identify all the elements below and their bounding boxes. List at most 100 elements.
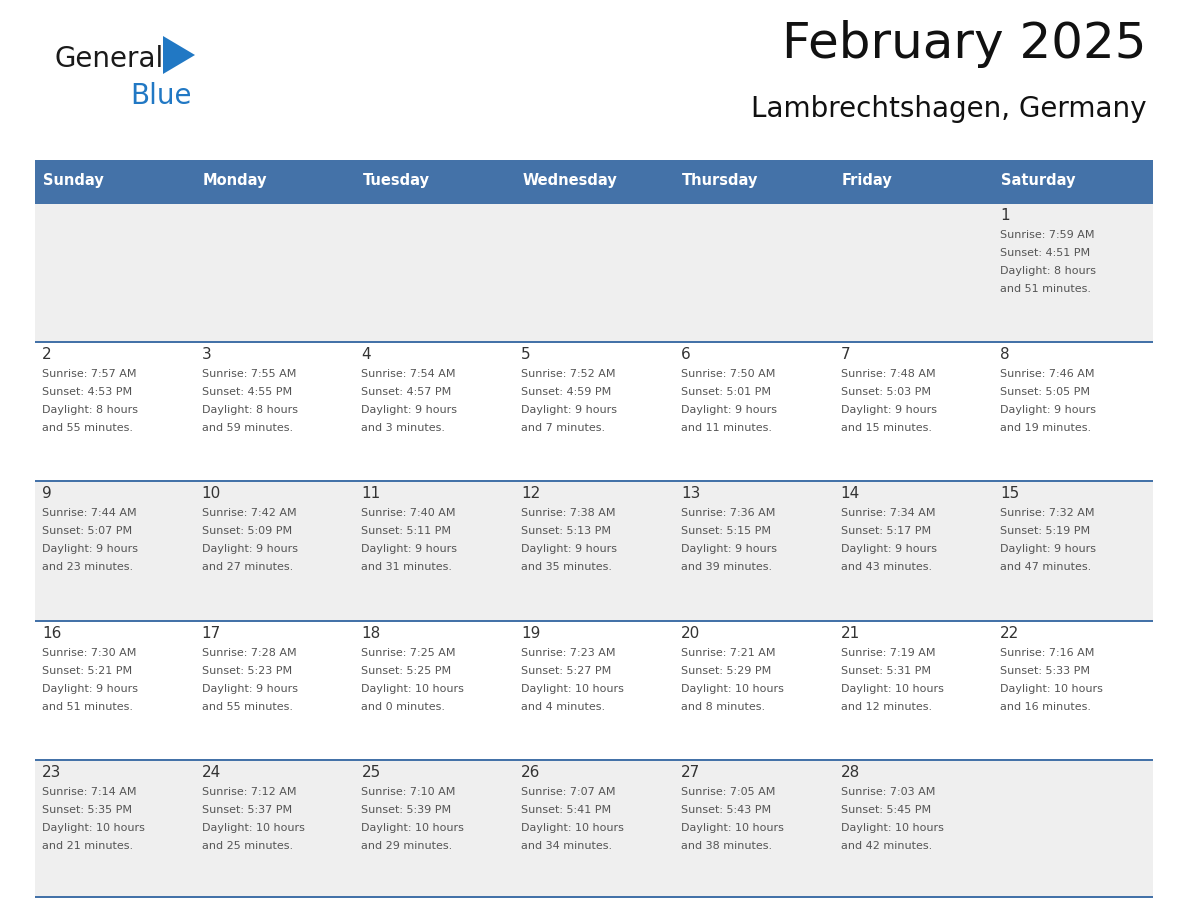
Text: Daylight: 9 hours: Daylight: 9 hours xyxy=(522,405,617,415)
Text: Daylight: 10 hours: Daylight: 10 hours xyxy=(361,684,465,694)
Text: Sunset: 5:23 PM: Sunset: 5:23 PM xyxy=(202,666,292,676)
Text: Daylight: 10 hours: Daylight: 10 hours xyxy=(202,823,304,833)
Text: 24: 24 xyxy=(202,765,221,779)
Text: and 38 minutes.: and 38 minutes. xyxy=(681,841,772,851)
Text: Daylight: 10 hours: Daylight: 10 hours xyxy=(42,823,145,833)
Text: Sunset: 5:25 PM: Sunset: 5:25 PM xyxy=(361,666,451,676)
Text: Sunset: 4:57 PM: Sunset: 4:57 PM xyxy=(361,387,451,397)
Text: 4: 4 xyxy=(361,347,371,363)
Text: Sunrise: 7:38 AM: Sunrise: 7:38 AM xyxy=(522,509,615,519)
Text: Monday: Monday xyxy=(203,174,267,188)
Text: Sunset: 4:53 PM: Sunset: 4:53 PM xyxy=(42,387,132,397)
Text: Sunday: Sunday xyxy=(43,174,103,188)
Text: Sunrise: 7:10 AM: Sunrise: 7:10 AM xyxy=(361,787,456,797)
Text: Sunset: 5:39 PM: Sunset: 5:39 PM xyxy=(361,805,451,815)
Text: and 55 minutes.: and 55 minutes. xyxy=(42,423,133,433)
Text: Sunset: 5:05 PM: Sunset: 5:05 PM xyxy=(1000,387,1091,397)
Text: 9: 9 xyxy=(42,487,52,501)
Text: Sunrise: 7:16 AM: Sunrise: 7:16 AM xyxy=(1000,647,1094,657)
Text: and 34 minutes.: and 34 minutes. xyxy=(522,841,612,851)
Text: General: General xyxy=(55,45,164,73)
Text: Sunset: 5:37 PM: Sunset: 5:37 PM xyxy=(202,805,292,815)
Text: Wednesday: Wednesday xyxy=(523,174,617,188)
Text: Saturday: Saturday xyxy=(1001,174,1076,188)
Text: Sunrise: 7:48 AM: Sunrise: 7:48 AM xyxy=(841,369,935,379)
Text: Sunrise: 7:23 AM: Sunrise: 7:23 AM xyxy=(522,647,615,657)
Text: 25: 25 xyxy=(361,765,380,779)
Text: Sunrise: 7:36 AM: Sunrise: 7:36 AM xyxy=(681,509,776,519)
Text: and 16 minutes.: and 16 minutes. xyxy=(1000,701,1092,711)
Text: Sunset: 5:03 PM: Sunset: 5:03 PM xyxy=(841,387,930,397)
Text: Daylight: 8 hours: Daylight: 8 hours xyxy=(42,405,138,415)
Text: 10: 10 xyxy=(202,487,221,501)
Text: and 0 minutes.: and 0 minutes. xyxy=(361,701,446,711)
Text: Sunset: 5:29 PM: Sunset: 5:29 PM xyxy=(681,666,771,676)
Text: Sunset: 4:55 PM: Sunset: 4:55 PM xyxy=(202,387,292,397)
Text: and 35 minutes.: and 35 minutes. xyxy=(522,563,612,573)
Text: 27: 27 xyxy=(681,765,700,779)
Text: Sunset: 4:51 PM: Sunset: 4:51 PM xyxy=(1000,248,1091,258)
Text: Daylight: 9 hours: Daylight: 9 hours xyxy=(202,684,298,694)
Text: 17: 17 xyxy=(202,625,221,641)
Text: Daylight: 9 hours: Daylight: 9 hours xyxy=(1000,544,1097,554)
Text: Daylight: 10 hours: Daylight: 10 hours xyxy=(361,823,465,833)
Text: and 21 minutes.: and 21 minutes. xyxy=(42,841,133,851)
Text: Sunrise: 7:46 AM: Sunrise: 7:46 AM xyxy=(1000,369,1095,379)
Text: Lambrechtshagen, Germany: Lambrechtshagen, Germany xyxy=(751,95,1146,123)
Text: Daylight: 10 hours: Daylight: 10 hours xyxy=(681,823,784,833)
Text: 5: 5 xyxy=(522,347,531,363)
Text: Sunrise: 7:19 AM: Sunrise: 7:19 AM xyxy=(841,647,935,657)
Text: Sunset: 5:17 PM: Sunset: 5:17 PM xyxy=(841,526,930,536)
Text: Daylight: 9 hours: Daylight: 9 hours xyxy=(361,405,457,415)
Text: 11: 11 xyxy=(361,487,380,501)
Text: Daylight: 10 hours: Daylight: 10 hours xyxy=(1000,684,1104,694)
Text: Sunset: 5:41 PM: Sunset: 5:41 PM xyxy=(522,805,612,815)
Text: Blue: Blue xyxy=(129,82,191,110)
Text: Sunrise: 7:07 AM: Sunrise: 7:07 AM xyxy=(522,787,615,797)
Text: Sunset: 5:43 PM: Sunset: 5:43 PM xyxy=(681,805,771,815)
Text: Sunrise: 7:21 AM: Sunrise: 7:21 AM xyxy=(681,647,776,657)
Text: Sunrise: 7:54 AM: Sunrise: 7:54 AM xyxy=(361,369,456,379)
Text: 28: 28 xyxy=(841,765,860,779)
Text: Daylight: 8 hours: Daylight: 8 hours xyxy=(202,405,298,415)
Text: 21: 21 xyxy=(841,625,860,641)
Text: and 59 minutes.: and 59 minutes. xyxy=(202,423,292,433)
Text: Thursday: Thursday xyxy=(682,174,758,188)
Text: 12: 12 xyxy=(522,487,541,501)
Text: Sunset: 5:11 PM: Sunset: 5:11 PM xyxy=(361,526,451,536)
Text: and 51 minutes.: and 51 minutes. xyxy=(1000,284,1092,294)
Text: Daylight: 10 hours: Daylight: 10 hours xyxy=(522,823,624,833)
Text: Daylight: 10 hours: Daylight: 10 hours xyxy=(522,684,624,694)
Text: Sunset: 5:19 PM: Sunset: 5:19 PM xyxy=(1000,526,1091,536)
Text: and 23 minutes.: and 23 minutes. xyxy=(42,563,133,573)
Text: Daylight: 9 hours: Daylight: 9 hours xyxy=(1000,405,1097,415)
Text: 23: 23 xyxy=(42,765,62,779)
Text: Sunrise: 7:25 AM: Sunrise: 7:25 AM xyxy=(361,647,456,657)
Text: Tuesday: Tuesday xyxy=(362,174,429,188)
Text: Sunrise: 7:28 AM: Sunrise: 7:28 AM xyxy=(202,647,296,657)
Text: Sunrise: 7:34 AM: Sunrise: 7:34 AM xyxy=(841,509,935,519)
Text: and 27 minutes.: and 27 minutes. xyxy=(202,563,293,573)
Text: Sunrise: 7:40 AM: Sunrise: 7:40 AM xyxy=(361,509,456,519)
Text: Daylight: 9 hours: Daylight: 9 hours xyxy=(42,544,138,554)
Text: and 4 minutes.: and 4 minutes. xyxy=(522,701,605,711)
Text: 19: 19 xyxy=(522,625,541,641)
Text: Daylight: 9 hours: Daylight: 9 hours xyxy=(841,544,936,554)
Text: Sunset: 5:21 PM: Sunset: 5:21 PM xyxy=(42,666,132,676)
Text: Sunset: 5:33 PM: Sunset: 5:33 PM xyxy=(1000,666,1091,676)
Text: and 7 minutes.: and 7 minutes. xyxy=(522,423,605,433)
Text: Sunrise: 7:14 AM: Sunrise: 7:14 AM xyxy=(42,787,137,797)
Text: 8: 8 xyxy=(1000,347,1010,363)
Text: 26: 26 xyxy=(522,765,541,779)
Text: and 8 minutes.: and 8 minutes. xyxy=(681,701,765,711)
Text: 20: 20 xyxy=(681,625,700,641)
Text: and 43 minutes.: and 43 minutes. xyxy=(841,563,931,573)
Text: Daylight: 9 hours: Daylight: 9 hours xyxy=(681,544,777,554)
Text: February 2025: February 2025 xyxy=(782,20,1146,68)
Text: 2: 2 xyxy=(42,347,51,363)
Text: and 29 minutes.: and 29 minutes. xyxy=(361,841,453,851)
Text: and 31 minutes.: and 31 minutes. xyxy=(361,563,453,573)
Text: Sunrise: 7:03 AM: Sunrise: 7:03 AM xyxy=(841,787,935,797)
Text: and 11 minutes.: and 11 minutes. xyxy=(681,423,772,433)
Text: 7: 7 xyxy=(841,347,851,363)
